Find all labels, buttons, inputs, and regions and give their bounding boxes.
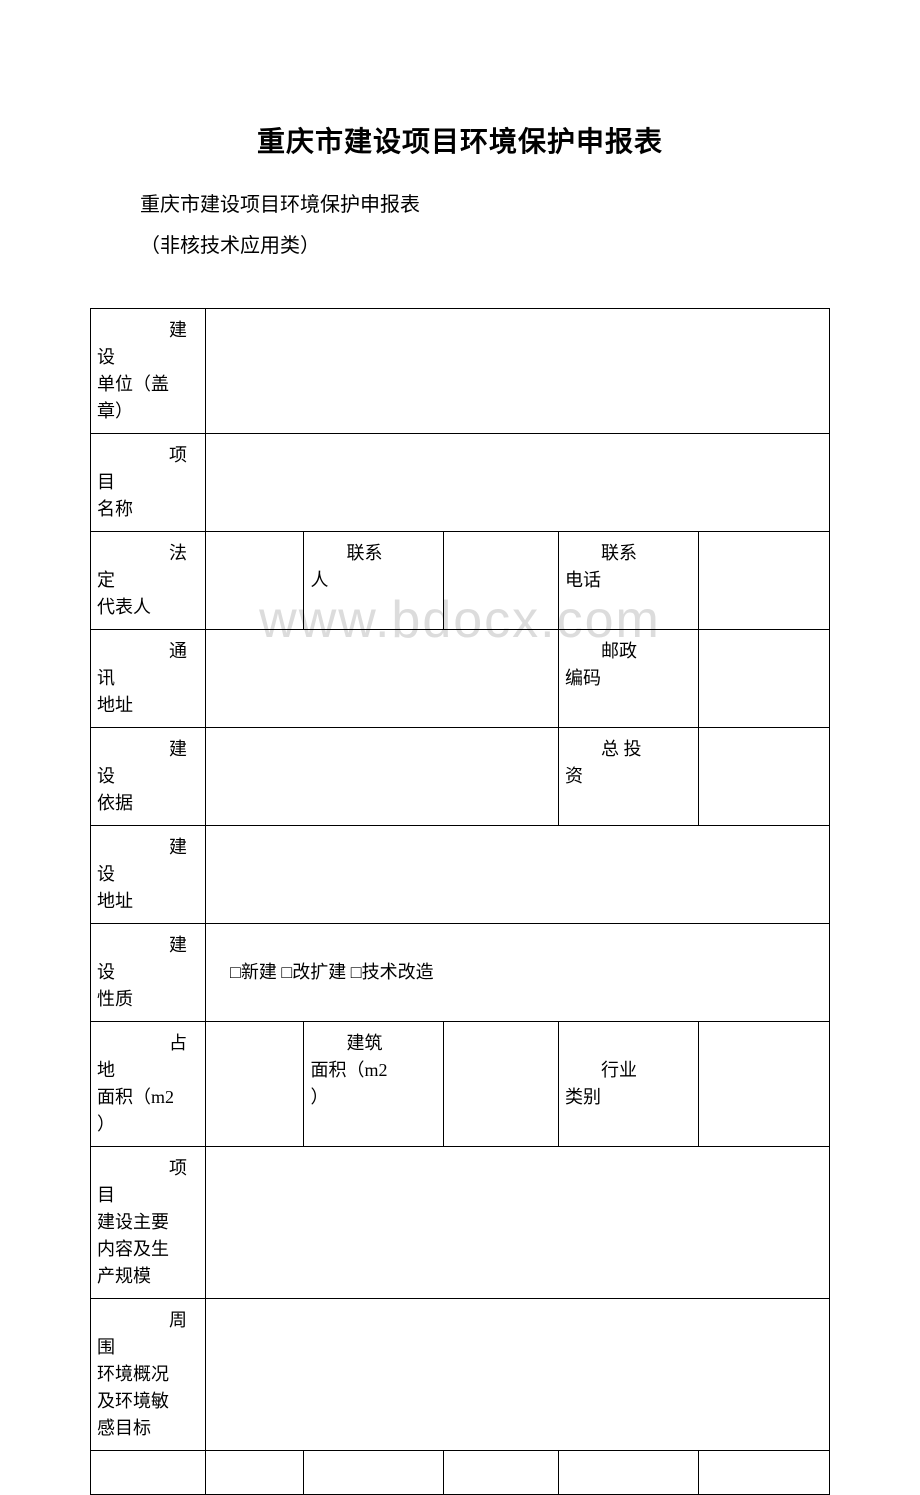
document-content: 重庆市建设项目环境保护申报表 重庆市建设项目环境保护申报表 （非核技术应用类） … <box>90 120 830 1495</box>
row-area: 占地面积（m2） 建筑面积（m2） 行业类别 <box>91 1022 830 1147</box>
value-postcode <box>698 630 829 728</box>
application-form-table: 建设单位（盖章） 项目名称 法定代表人 联系人 联系电话 通讯地址 邮政编码 建… <box>90 308 830 1495</box>
row-empty-bottom <box>91 1451 830 1495</box>
label-project-name: 项目名称 <box>91 434 206 532</box>
subtitle-text: 重庆市建设项目环境保护申报表 <box>140 188 830 217</box>
label-nature: 建设性质 <box>91 924 206 1022</box>
value-project-name <box>205 434 829 532</box>
label-environment: 周围环境概况及环境敏感目标 <box>91 1299 206 1451</box>
value-nature-options: □新建 □改扩建 □技术改造 <box>205 924 829 1022</box>
value-project-content <box>205 1147 829 1299</box>
label-basis: 建设依据 <box>91 728 206 826</box>
label-project-content: 项目建设主要内容及生产规模 <box>91 1147 206 1299</box>
row-project-content: 项目建设主要内容及生产规模 <box>91 1147 830 1299</box>
row-legal-rep: 法定代表人 联系人 联系电话 <box>91 532 830 630</box>
cell-empty-2 <box>205 1451 304 1495</box>
label-building-area: 建筑面积（m2） <box>304 1022 444 1147</box>
value-environment <box>205 1299 829 1451</box>
row-basis: 建设依据 总 投资 <box>91 728 830 826</box>
value-contact-person <box>444 532 559 630</box>
value-construction-unit <box>205 309 829 434</box>
label-construction-address: 建设地址 <box>91 826 206 924</box>
value-legal-rep <box>205 532 304 630</box>
label-address: 通讯地址 <box>91 630 206 728</box>
category-text: （非核技术应用类） <box>140 229 830 258</box>
page-title: 重庆市建设项目环境保护申报表 <box>90 120 830 160</box>
cell-empty-3 <box>304 1451 444 1495</box>
value-address <box>205 630 558 728</box>
row-construction-unit: 建设单位（盖章） <box>91 309 830 434</box>
row-project-name: 项目名称 <box>91 434 830 532</box>
value-investment <box>698 728 829 826</box>
label-legal-rep: 法定代表人 <box>91 532 206 630</box>
cell-empty-1 <box>91 1451 206 1495</box>
value-basis <box>205 728 558 826</box>
label-postcode: 邮政编码 <box>559 630 699 728</box>
label-contact-person: 联系人 <box>304 532 444 630</box>
cell-empty-5 <box>559 1451 699 1495</box>
cell-empty-6 <box>698 1451 829 1495</box>
row-environment: 周围环境概况及环境敏感目标 <box>91 1299 830 1451</box>
label-phone: 联系电话 <box>559 532 699 630</box>
row-construction-address: 建设地址 <box>91 826 830 924</box>
label-investment: 总 投资 <box>559 728 699 826</box>
row-address: 通讯地址 邮政编码 <box>91 630 830 728</box>
value-building-area <box>444 1022 559 1147</box>
value-industry <box>698 1022 829 1147</box>
cell-empty-4 <box>444 1451 559 1495</box>
row-nature: 建设性质 □新建 □改扩建 □技术改造 <box>91 924 830 1022</box>
value-phone <box>698 532 829 630</box>
label-industry: 行业类别 <box>559 1022 699 1147</box>
label-land-area: 占地面积（m2） <box>91 1022 206 1147</box>
value-land-area <box>205 1022 304 1147</box>
label-construction-unit: 建设单位（盖章） <box>91 309 206 434</box>
value-construction-address <box>205 826 829 924</box>
